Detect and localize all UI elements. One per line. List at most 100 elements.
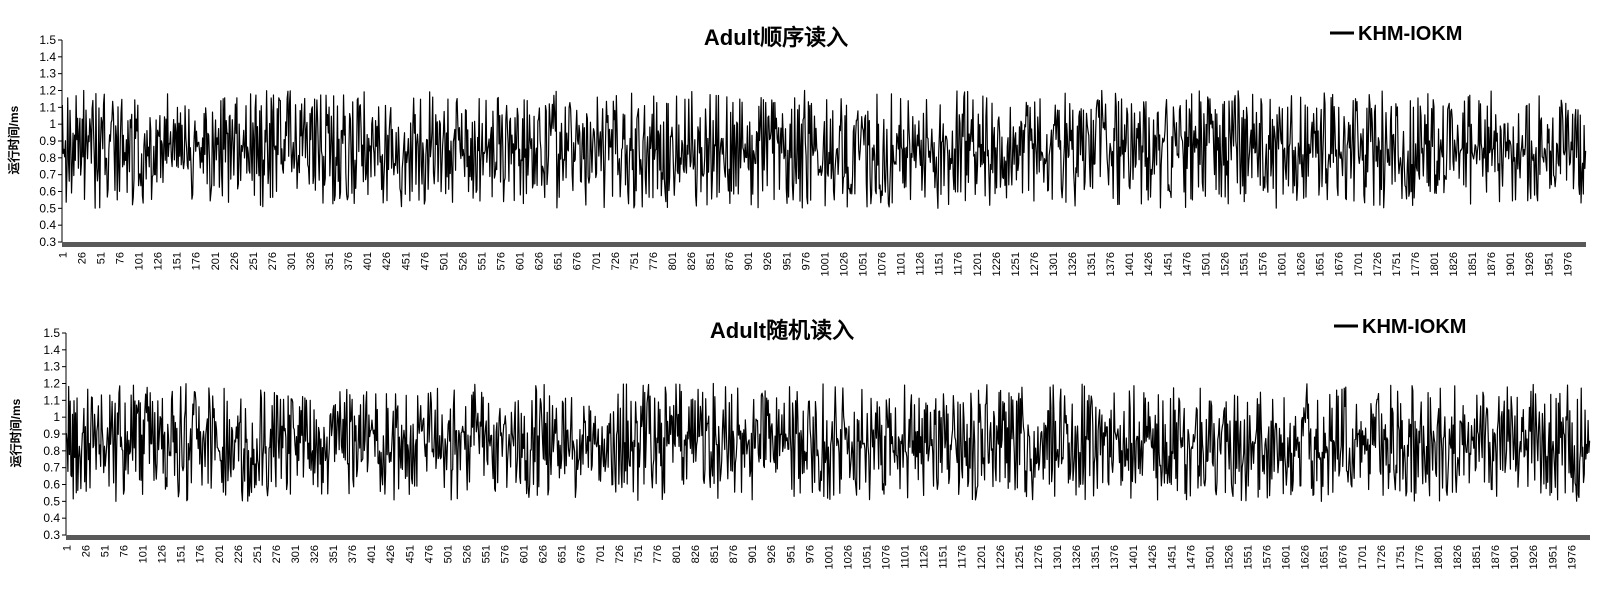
x-tick-label: 1301 <box>1052 545 1064 569</box>
x-tick-label: 451 <box>400 252 412 270</box>
x-tick-label: 1526 <box>1219 252 1231 276</box>
x-tick-label: 576 <box>496 252 508 270</box>
x-tick-label: 1101 <box>900 545 912 569</box>
y-tick-label: 0.4 <box>39 218 56 232</box>
x-axis-band <box>66 535 1590 540</box>
x-tick-label: 1201 <box>972 252 984 276</box>
x-tick-label: 1251 <box>1014 545 1026 569</box>
x-tick-label: 1551 <box>1238 252 1250 276</box>
x-tick-label: 376 <box>343 252 355 270</box>
x-tick-label: 1601 <box>1277 252 1289 276</box>
y-tick-label: 0.9 <box>43 427 60 441</box>
x-tick-label: 251 <box>248 252 260 270</box>
x-tick-label: 1626 <box>1300 545 1312 569</box>
x-tick-label: 676 <box>572 252 584 270</box>
x-tick-label: 301 <box>290 545 302 563</box>
x-tick-label: 1376 <box>1105 252 1117 276</box>
x-tick-label: 1576 <box>1258 252 1270 276</box>
x-tick-label: 1051 <box>857 252 869 276</box>
x-tick-label: 851 <box>705 252 717 270</box>
x-tick-label: 951 <box>785 545 797 563</box>
x-tick-label: 1851 <box>1467 252 1479 276</box>
x-tick-label: 326 <box>309 545 321 563</box>
series-line-khm-iokm <box>65 382 1591 502</box>
x-tick-label: 1826 <box>1448 252 1460 276</box>
x-tick-label: 1901 <box>1505 252 1517 276</box>
x-axis-band <box>62 242 1586 247</box>
x-tick-label: 876 <box>728 545 740 563</box>
x-tick-label: 701 <box>591 252 603 270</box>
x-tick-label: 1801 <box>1433 545 1445 569</box>
x-tick-label: 1451 <box>1162 252 1174 276</box>
x-tick-label: 1376 <box>1109 545 1121 569</box>
x-tick-label: 201 <box>210 252 222 270</box>
x-tick-label: 1726 <box>1376 545 1388 569</box>
x-tick-label: 426 <box>385 545 397 563</box>
x-tick-label: 1801 <box>1429 252 1441 276</box>
x-tick-label: 1251 <box>1010 252 1022 276</box>
x-tick-label: 76 <box>115 252 127 264</box>
x-tick-label: 526 <box>457 252 469 270</box>
x-tick-label: 51 <box>99 545 111 557</box>
x-tick-label: 351 <box>324 252 336 270</box>
y-axis-label: 运行时间/ms <box>8 398 23 467</box>
x-tick-label: 901 <box>747 545 759 563</box>
x-tick-label: 1126 <box>919 545 931 569</box>
x-tick-label: 1926 <box>1528 545 1540 569</box>
x-tick-label: 1451 <box>1166 545 1178 569</box>
x-tick-label: 976 <box>804 545 816 563</box>
x-tick-label: 51 <box>95 252 107 264</box>
x-tick-label: 951 <box>781 252 793 270</box>
y-tick-label: 0.8 <box>39 151 56 165</box>
y-tick-label: 1 <box>53 410 60 424</box>
x-tick-label: 1901 <box>1509 545 1521 569</box>
x-tick-label: 1751 <box>1395 545 1407 569</box>
x-tick-label: 1076 <box>881 545 893 569</box>
x-tick-label: 1151 <box>934 252 946 276</box>
y-tick-label: 0.9 <box>39 134 56 148</box>
x-tick-label: 276 <box>271 545 283 563</box>
x-tick-label: 126 <box>153 252 165 270</box>
x-tick-label: 326 <box>305 252 317 270</box>
x-tick-label: 176 <box>195 545 207 563</box>
x-tick-label: 226 <box>233 545 245 563</box>
y-tick-label: 0.4 <box>43 511 60 525</box>
x-tick-label: 751 <box>629 252 641 270</box>
x-tick-label: 1751 <box>1391 252 1403 276</box>
x-tick-label: 1951 <box>1543 252 1555 276</box>
x-tick-label: 201 <box>214 545 226 563</box>
y-tick-label: 0.8 <box>43 444 60 458</box>
chart-title: Adult随机读入 <box>710 318 854 343</box>
x-tick-label: 1351 <box>1090 545 1102 569</box>
x-tick-label: 1976 <box>1566 545 1578 569</box>
y-tick-label: 1.5 <box>43 326 60 340</box>
x-tick-label: 851 <box>709 545 721 563</box>
x-tick-label: 551 <box>480 545 492 563</box>
x-tick-label: 776 <box>648 252 660 270</box>
x-tick-label: 626 <box>534 252 546 270</box>
x-tick-label: 1126 <box>915 252 927 276</box>
legend-label: KHM-IOKM <box>1362 316 1466 338</box>
y-tick-label: 1.4 <box>43 343 60 357</box>
x-tick-label: 1701 <box>1357 545 1369 569</box>
y-tick-label: 1.2 <box>39 84 56 98</box>
x-tick-label: 251 <box>252 545 264 563</box>
x-tick-label: 651 <box>557 545 569 563</box>
x-tick-label: 501 <box>438 252 450 270</box>
x-tick-label: 1176 <box>957 545 969 569</box>
x-tick-label: 1 <box>57 252 69 258</box>
x-tick-label: 1401 <box>1128 545 1140 569</box>
y-tick-label: 0.7 <box>43 461 60 475</box>
x-tick-label: 651 <box>553 252 565 270</box>
x-tick-label: 1601 <box>1281 545 1293 569</box>
x-tick-label: 1351 <box>1086 252 1098 276</box>
x-tick-label: 1001 <box>819 252 831 276</box>
x-tick-label: 901 <box>743 252 755 270</box>
x-tick-label: 976 <box>800 252 812 270</box>
y-tick-label: 1.5 <box>39 33 56 47</box>
x-tick-label: 801 <box>667 252 679 270</box>
x-tick-label: 776 <box>652 545 664 563</box>
x-tick-label: 1501 <box>1204 545 1216 569</box>
x-tick-label: 1651 <box>1315 252 1327 276</box>
